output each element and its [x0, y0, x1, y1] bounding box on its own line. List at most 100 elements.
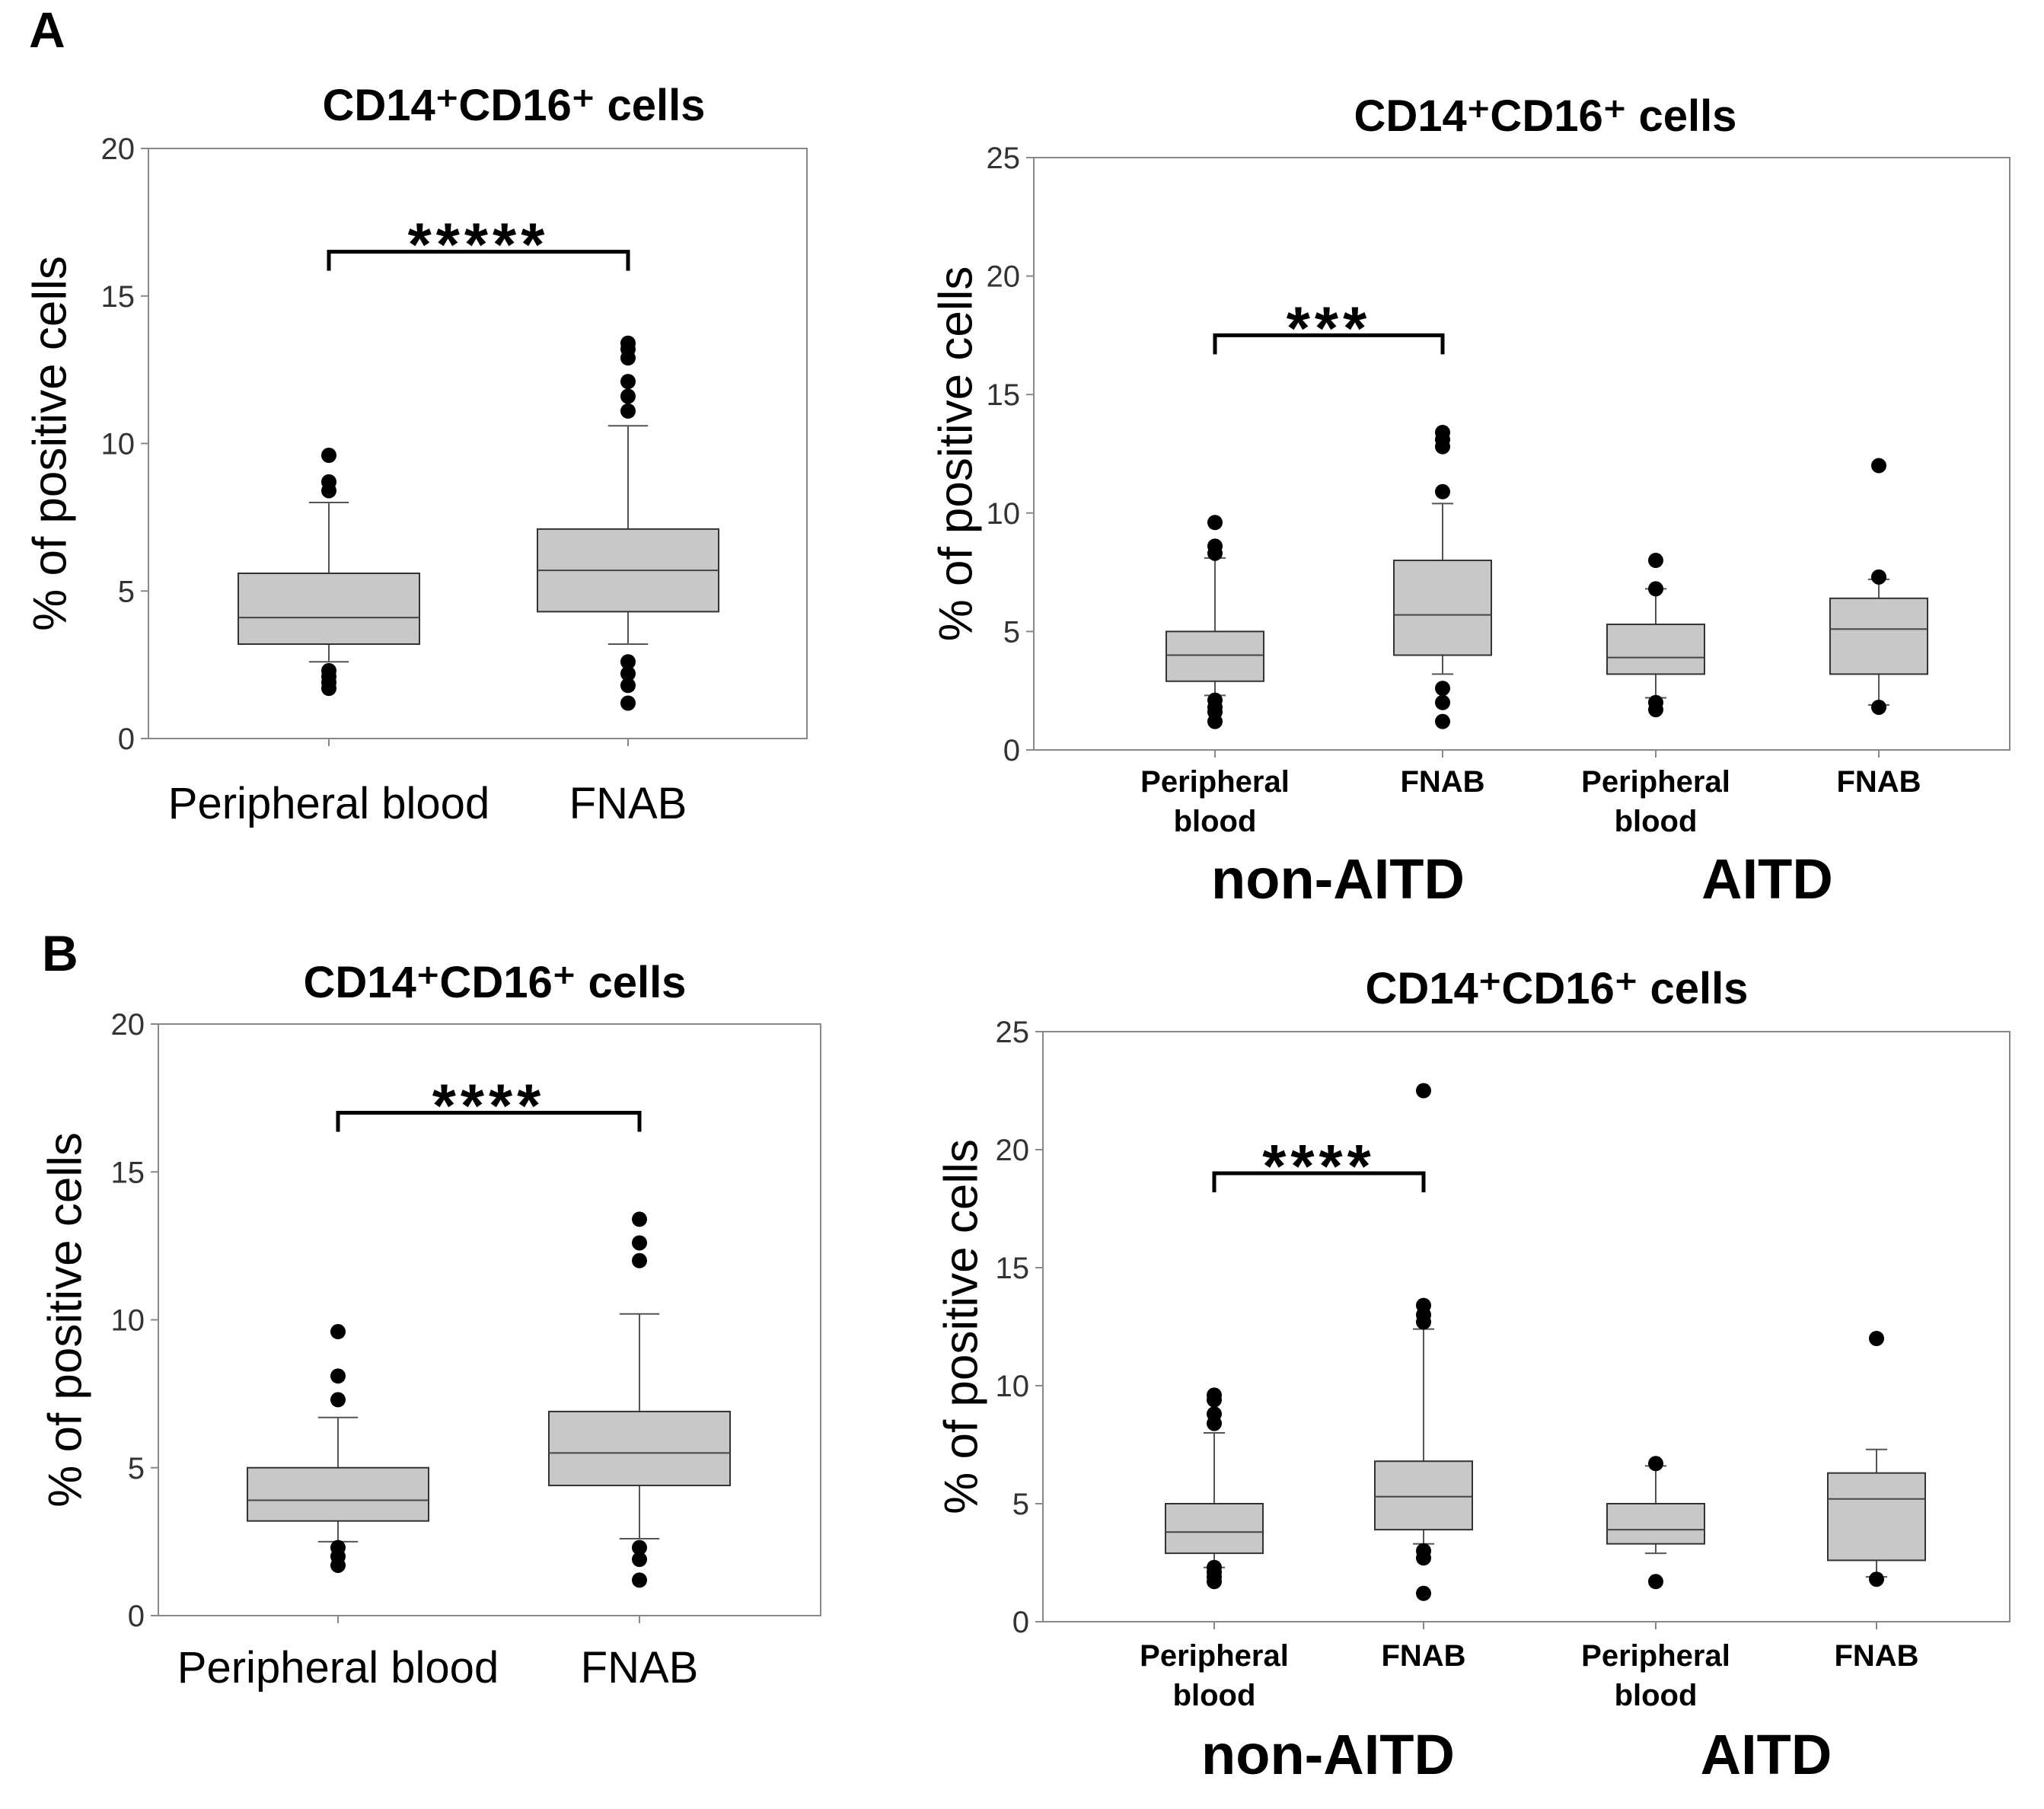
chart-a-left: CD14⁺CD16⁺ cells % of positive cells 0 5 10 1… — [24, 81, 808, 828]
outlier-point — [632, 1211, 647, 1227]
outlier-point — [1648, 1456, 1663, 1472]
chart-title: CD14⁺CD16⁺ cells — [304, 958, 687, 1007]
outlier-point — [1871, 699, 1886, 715]
box-iqr — [1606, 1503, 1705, 1545]
outlier-point — [620, 388, 636, 404]
bracket-line — [327, 250, 630, 271]
x-category-label: Peripheral blood — [1140, 765, 1290, 838]
outlier-point — [632, 1552, 647, 1568]
outlier-point — [1207, 1387, 1222, 1403]
x-category-label: Peripheral blood — [1581, 765, 1730, 838]
plot-frame — [1033, 157, 2011, 751]
outlier-point — [1648, 694, 1663, 710]
outlier-point — [321, 448, 336, 463]
group-label: AITD — [1701, 847, 1833, 911]
outlier-point — [1207, 515, 1223, 531]
box-iqr — [247, 1466, 429, 1522]
outlier-point — [321, 662, 336, 678]
y-axis-label: % of positive cells — [40, 1132, 92, 1508]
box-1 — [238, 448, 420, 697]
y-tick-label: 0 — [1012, 1606, 1029, 1639]
outlier-point — [632, 1235, 647, 1251]
y-tick-label: 15 — [987, 378, 1021, 412]
box-iqr — [1165, 630, 1264, 682]
chart-b-left: CD14⁺CD16⁺ cells % of positive cells 0 5 10 1… — [40, 958, 821, 1693]
outlier-point — [1207, 692, 1223, 708]
y-tick-label: 15 — [101, 280, 136, 314]
chart-title: CD14⁺CD16⁺ cells — [1366, 964, 1749, 1013]
significance-stars: *** — [1287, 294, 1371, 362]
significance-stars: ***** — [408, 211, 550, 279]
y-axis-label: % of positive cells — [936, 1139, 988, 1514]
box-2 — [1393, 424, 1492, 729]
outlier-point — [1871, 569, 1886, 585]
outlier-point — [330, 1392, 346, 1408]
y-tick-label: 20 — [111, 1008, 145, 1042]
box-iqr — [1827, 1472, 1926, 1562]
y-tick-label: 15 — [111, 1156, 145, 1189]
outlier-point — [1207, 538, 1223, 554]
chart-title: CD14⁺CD16⁺ cells — [323, 81, 706, 130]
outlier-point — [1869, 1571, 1884, 1587]
box-iqr — [1393, 560, 1492, 656]
outlier-point — [330, 1539, 346, 1555]
y-axis-label: % of positive cells — [24, 256, 77, 631]
x-category-label: Peripheral blood — [1581, 1639, 1730, 1712]
x-category-label: FNAB — [581, 1643, 699, 1693]
y-tick-label: 5 — [1012, 1488, 1029, 1521]
bracket-line — [1213, 333, 1445, 355]
outlier-point — [620, 695, 636, 711]
y-tick-label: 10 — [987, 497, 1021, 531]
panel-label-a: A — [29, 2, 65, 58]
outlier-point — [1871, 458, 1886, 474]
box-3 — [1606, 553, 1705, 718]
box-iqr — [1165, 1503, 1264, 1555]
outlier-point — [1648, 581, 1663, 597]
significance-bracket: **** — [336, 1072, 642, 1140]
box-2 — [537, 335, 719, 711]
outlier-point — [1869, 1331, 1884, 1346]
box-1 — [247, 1324, 429, 1573]
bracket-line — [1212, 1171, 1426, 1192]
y-tick-label: 10 — [111, 1304, 145, 1338]
y-tick-label: 20 — [996, 1134, 1030, 1167]
chart-b-right: CD14⁺CD16⁺ cells % of positive cells 0 5 10 1… — [936, 964, 2011, 1786]
x-category-label: Peripheral blood — [168, 779, 489, 828]
y-tick-label: 20 — [987, 260, 1021, 294]
significance-bracket: **** — [1212, 1132, 1426, 1200]
box-1 — [1165, 1387, 1264, 1590]
y-tick-label: 5 — [118, 575, 135, 608]
outlier-point — [632, 1572, 647, 1588]
y-tick-label: 15 — [996, 1252, 1030, 1285]
y-tick-label: 5 — [1003, 615, 1020, 649]
y-tick-label: 0 — [128, 1600, 145, 1633]
outlier-point — [620, 374, 636, 390]
group-label: AITD — [1701, 1723, 1832, 1786]
outlier-point — [620, 335, 636, 351]
box-4 — [1827, 1331, 1926, 1587]
box-3 — [1606, 1456, 1705, 1590]
box-iqr — [1829, 597, 1928, 675]
outlier-point — [1435, 483, 1450, 499]
x-category-label: Peripheral blood — [177, 1643, 499, 1693]
y-tick-label: 0 — [1003, 734, 1020, 767]
x-category-label: FNAB — [1400, 765, 1484, 799]
box-iqr — [1606, 624, 1705, 675]
outlier-point — [330, 1324, 346, 1340]
box-2 — [548, 1211, 731, 1588]
outlier-point — [1416, 1297, 1431, 1313]
group-label: non-AITD — [1201, 1723, 1455, 1786]
outlier-point — [1207, 1559, 1222, 1575]
y-tick-label: 25 — [996, 1016, 1030, 1049]
outlier-point — [1435, 713, 1450, 729]
y-tick-label: 5 — [128, 1452, 145, 1485]
outlier-point — [1648, 553, 1663, 569]
outlier-point — [1435, 681, 1450, 697]
outlier-point — [1416, 1083, 1431, 1099]
significance-stars: **** — [432, 1072, 546, 1140]
x-category-label: FNAB — [569, 779, 687, 828]
significance-bracket: *** — [1213, 294, 1445, 362]
y-tick-label: 25 — [987, 142, 1021, 175]
box-1 — [1165, 515, 1264, 729]
